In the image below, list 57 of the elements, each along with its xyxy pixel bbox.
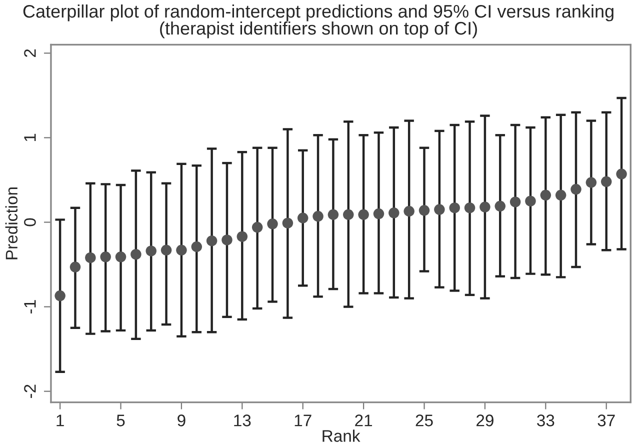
point [297,212,308,224]
point [222,234,232,246]
point [328,209,339,220]
point [85,252,96,264]
point [540,190,552,201]
x-tick-label: 29 [476,414,494,426]
x-tick-label: 9 [178,414,186,426]
x-tick-label: 37 [598,414,615,426]
point [176,244,187,256]
point [236,231,248,242]
x-tick-label: 33 [537,414,554,426]
x-tick-label: 17 [294,414,312,426]
point [160,244,172,256]
point [434,204,445,215]
chart-subtitle: (therapist identifiers shown on top of CI) [160,21,477,38]
point [70,262,81,272]
point [388,208,400,218]
point [343,209,354,220]
point [586,177,597,188]
x-tick-label: 21 [355,414,372,426]
point [418,205,430,216]
y-tick-label: -1 [24,300,36,314]
point [130,248,142,260]
point [494,200,506,212]
point [600,176,612,188]
point [404,206,414,217]
x-tick-label: 5 [116,414,125,426]
point [282,218,294,228]
y-tick-label: 0 [24,218,36,226]
y-tick-label: 2 [24,49,36,57]
point [191,241,202,252]
point [267,218,278,230]
point [146,246,156,256]
chart-title: Caterpillar plot of random-intercept predictions and 95% CI versus ranking [23,4,614,22]
y-axis-title: Prediction [5,188,18,260]
point [555,190,566,201]
point [115,252,126,262]
point [449,202,460,214]
point [570,184,582,195]
point [464,202,476,214]
point [480,202,490,212]
point [616,168,627,180]
point [373,208,384,220]
point [525,196,536,206]
point [252,222,263,233]
x-tick-label: 1 [56,414,64,426]
y-tick-label: -2 [24,384,36,398]
point [510,196,521,208]
point [358,209,369,220]
point [206,235,218,246]
point [54,290,66,302]
x-tick-label: 13 [234,414,251,426]
x-tick-label: 25 [416,414,433,426]
point [312,210,324,222]
point [100,252,111,262]
x-axis-title: Rank [322,430,360,442]
y-tick-label: 1 [24,134,36,142]
